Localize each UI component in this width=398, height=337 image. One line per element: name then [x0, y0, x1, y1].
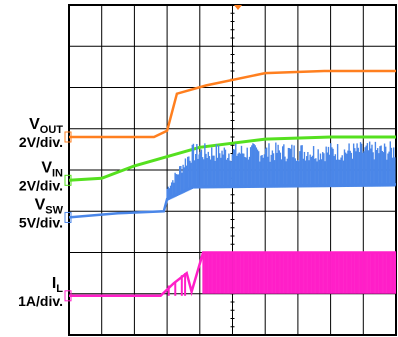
switching-noise-sw	[166, 141, 396, 201]
trigger-marker	[234, 5, 242, 10]
trace-out	[69, 69, 396, 139]
ground-marker-l	[64, 290, 72, 302]
traces	[68, 69, 397, 298]
label-out: VOUT	[29, 116, 63, 136]
scale-l: 1A/div.	[18, 293, 63, 309]
trace-in	[68, 135, 396, 182]
label-sw: VSW	[35, 196, 64, 216]
burst-pulses	[167, 273, 187, 296]
label-l: IL	[52, 275, 63, 295]
ground-marker-out	[64, 131, 72, 143]
scale-out: 2V/div.	[19, 134, 63, 150]
ground-marker-sw	[64, 211, 72, 223]
ground-marker-in	[64, 174, 72, 186]
label-in: VIN	[41, 159, 63, 179]
switching-noise-l	[202, 252, 397, 294]
scale-in: 2V/div.	[19, 177, 63, 193]
ground-markers	[64, 131, 72, 302]
scale-sw: 5V/div.	[19, 214, 63, 230]
